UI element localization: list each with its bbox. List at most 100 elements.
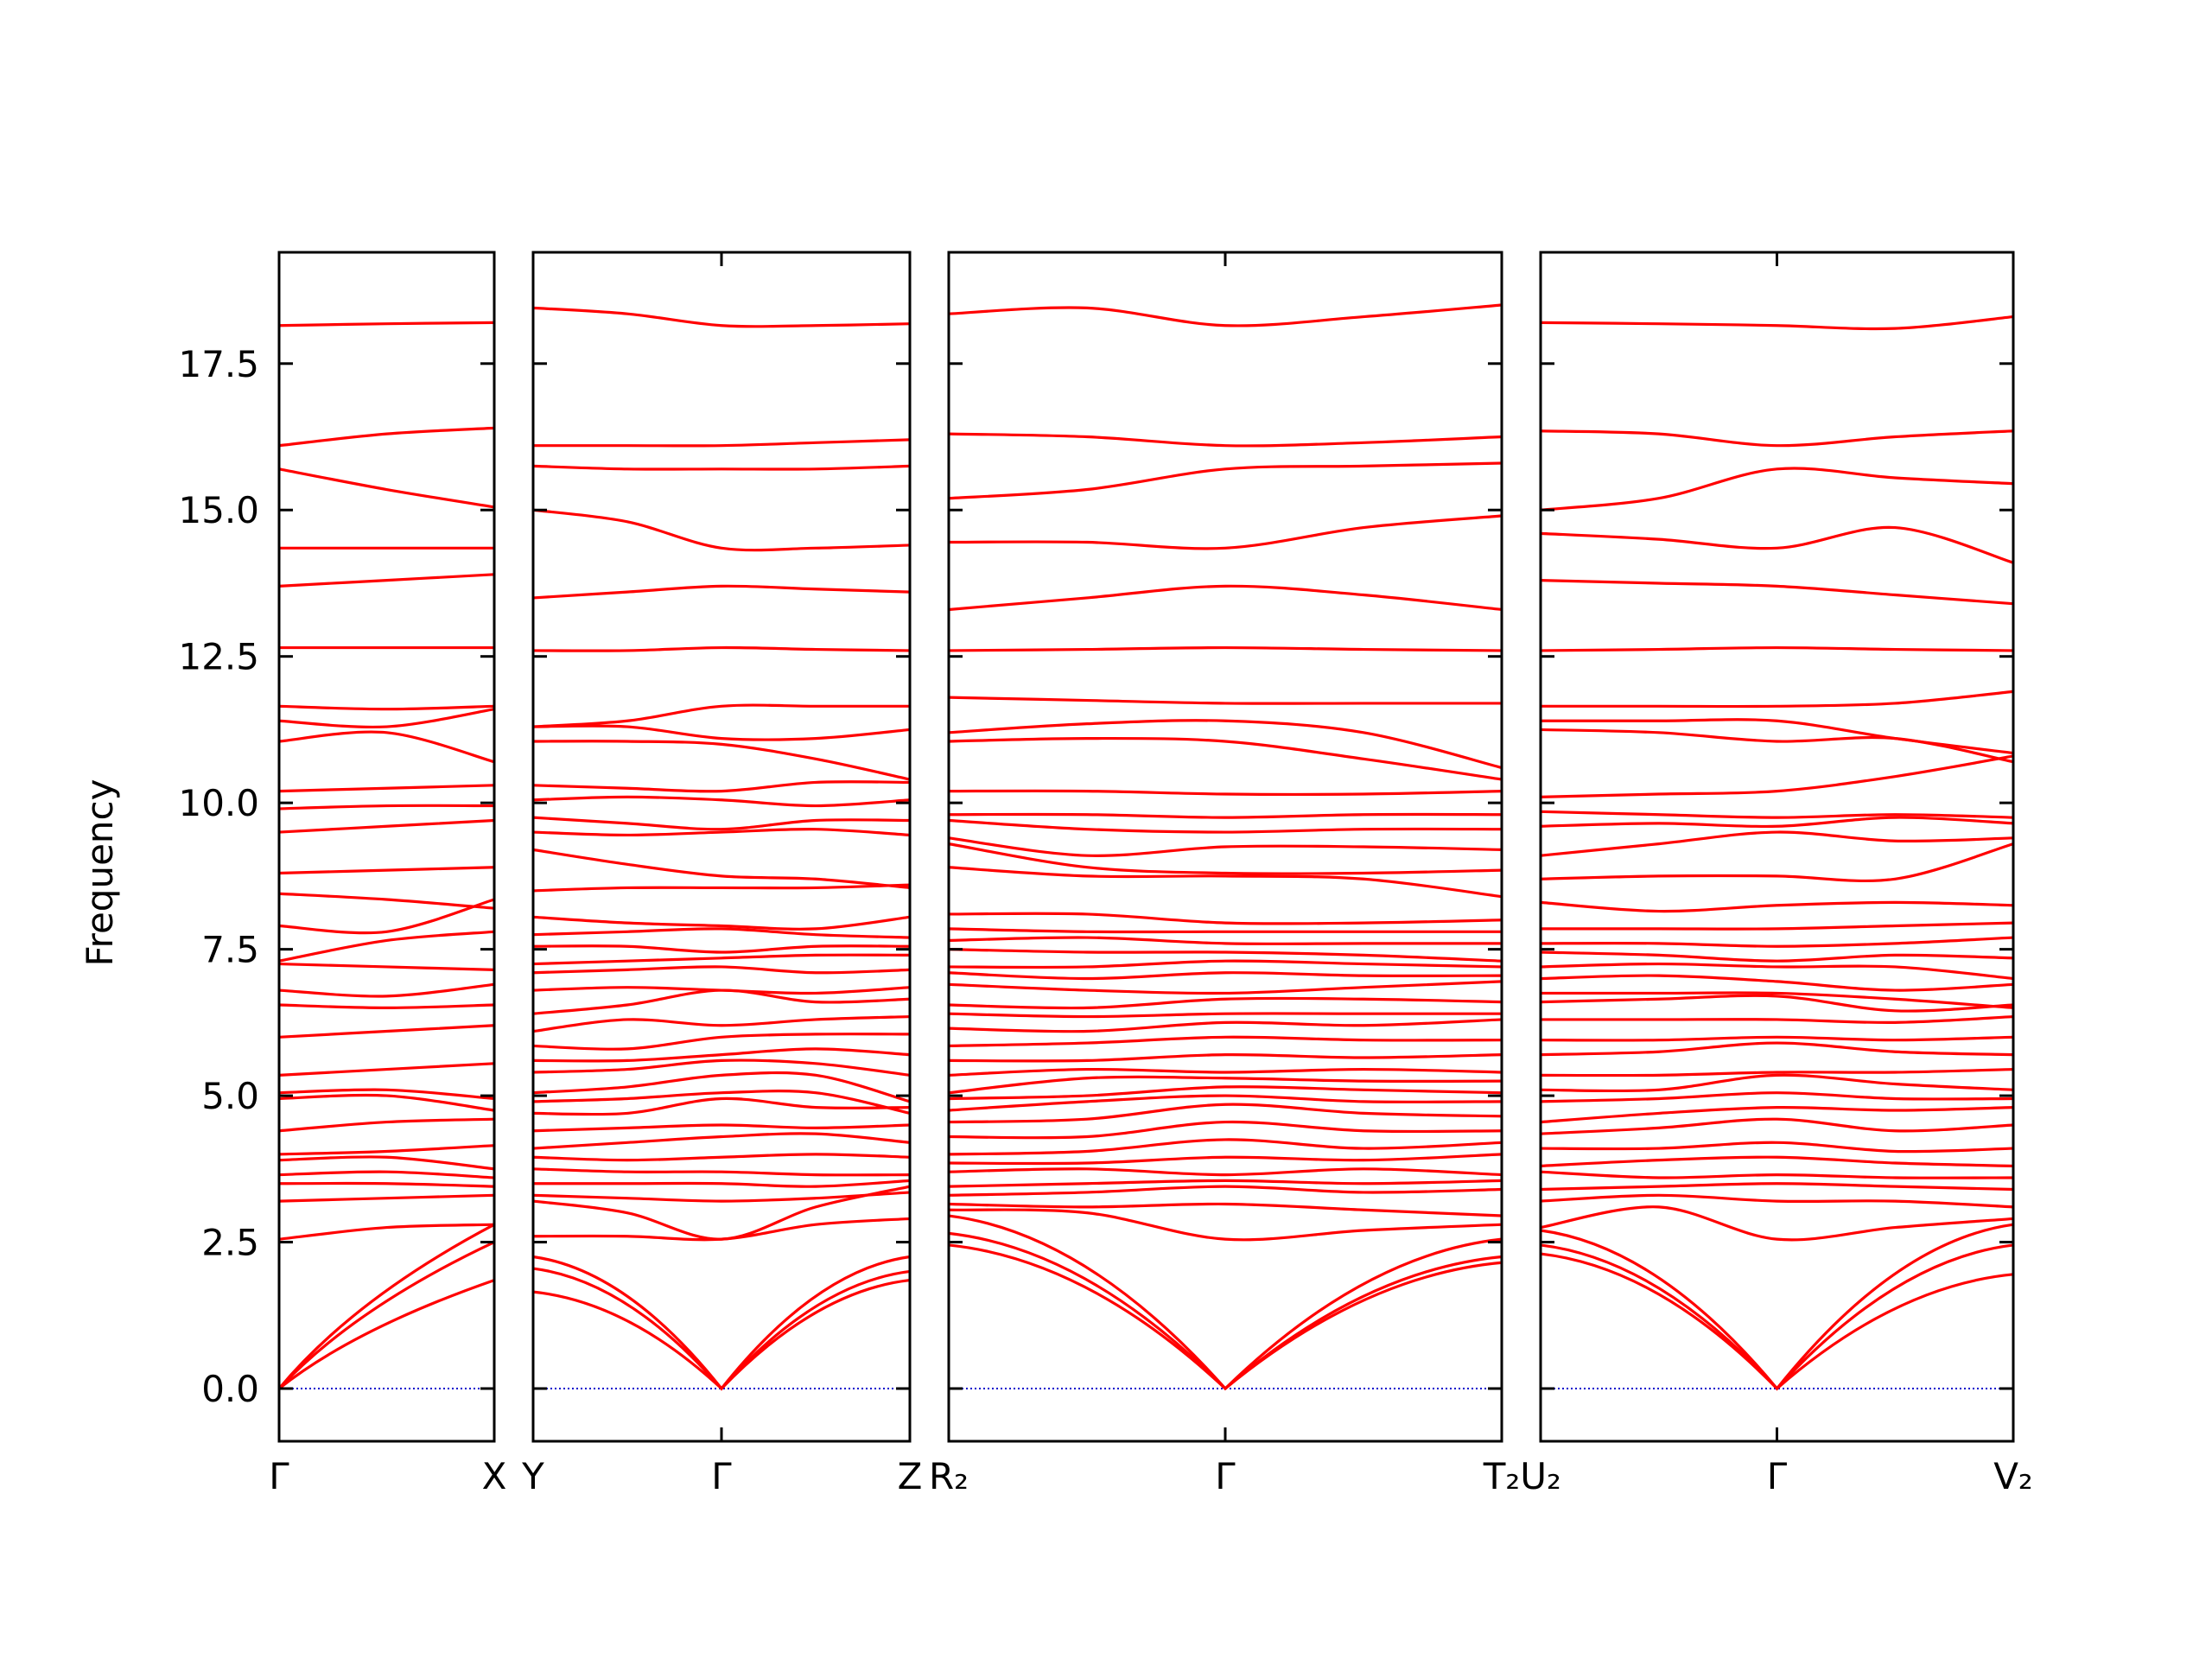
phonon-band <box>948 980 1503 995</box>
acoustic-branch <box>1540 1223 2014 1391</box>
acoustic-branch <box>532 1255 911 1391</box>
phonon-band <box>1540 1035 2014 1042</box>
phonon-band <box>948 936 1502 945</box>
phonon-band <box>948 719 1503 770</box>
phonon-band <box>532 883 911 893</box>
phonon-band <box>948 971 1503 981</box>
phonon-band <box>532 827 911 837</box>
x-tick-label: T₂ <box>1483 1455 1521 1497</box>
panels-layer: Γ X Y ZΓ R₂ T₂Γ U₂ V₂Γ <box>269 251 2033 1497</box>
phonon-band <box>948 996 1503 1010</box>
y-axis: 0.0 2.5 5.0 7.5 10.0 12.5 15.0 17.5 <box>178 343 259 1410</box>
phonon-band <box>1540 994 2014 1013</box>
x-tick-label: X <box>482 1455 507 1497</box>
phonon-band <box>948 1103 1503 1124</box>
acoustic-branch <box>278 1279 495 1390</box>
y-tick-label: 5.0 <box>201 1075 259 1117</box>
phonon-band <box>1540 962 2014 981</box>
phonon-band <box>1541 718 2014 755</box>
phonon-band <box>1540 525 2014 564</box>
phonon-band <box>278 708 495 729</box>
phonon-band <box>278 1155 495 1171</box>
phonon-band <box>948 866 1503 899</box>
phonon-band <box>1540 578 2014 606</box>
phonon-band <box>1540 842 2014 883</box>
phonon-band <box>948 812 1503 819</box>
phonon-band <box>1540 645 2014 652</box>
phonon-band <box>948 1052 1503 1063</box>
phonon-band <box>532 1071 911 1103</box>
phonon-band <box>1540 830 2014 857</box>
phonon-band <box>278 1062 495 1077</box>
phonon-band <box>278 804 495 810</box>
phonon-band <box>948 432 1503 448</box>
panel-frame <box>277 251 496 1443</box>
x-tick-label: Γ <box>1215 1455 1236 1497</box>
phonon-band <box>948 645 1503 652</box>
phonon-band <box>532 508 911 552</box>
phonon-band <box>948 948 1503 963</box>
x-tick-label: V₂ <box>1993 1455 2033 1497</box>
phonon-band <box>1540 315 2014 331</box>
phonon-band <box>532 953 911 966</box>
phonon-band <box>532 1179 911 1188</box>
phonon-band <box>1540 1091 2014 1103</box>
phonon-band <box>532 645 911 652</box>
panel-3: R₂ T₂ Γ <box>929 251 1521 1497</box>
phonon-band <box>278 982 495 998</box>
phonon-band <box>948 584 1503 612</box>
phonon-band <box>532 724 911 741</box>
phonon-band <box>278 321 495 327</box>
phonon-band <box>1540 1041 2014 1057</box>
phonon-band <box>948 842 1503 875</box>
phonon-band <box>278 1117 495 1133</box>
phonon-band <box>1540 816 2014 829</box>
phonon-band <box>948 1075 1503 1095</box>
y-tick-label: 17.5 <box>178 343 259 385</box>
phonon-band <box>532 1153 911 1162</box>
phonon-band <box>948 736 1503 781</box>
phonon-band <box>532 1167 911 1177</box>
phonon-band <box>1540 1117 2014 1135</box>
phonon-band <box>278 1181 495 1188</box>
phonon-band <box>532 1090 911 1115</box>
panel-4: U₂ V₂ Γ <box>1520 251 2033 1497</box>
phonon-band <box>278 1003 495 1010</box>
phonon-band <box>948 1012 1503 1019</box>
phonon-band <box>1540 1073 2014 1093</box>
phonon-band <box>1541 921 2014 931</box>
phonon-band <box>1540 1193 2014 1209</box>
x-tick-label: Z <box>898 1455 923 1497</box>
x-tick-label: R₂ <box>929 1455 969 1497</box>
phonon-band <box>532 1047 911 1063</box>
phonon-band <box>948 836 1503 857</box>
phonon-band <box>1540 810 2014 819</box>
phonon-band <box>532 816 911 831</box>
phonon-band <box>278 730 495 764</box>
phonon-band <box>948 1167 1503 1177</box>
phonon-band <box>278 784 495 793</box>
acoustic-branch <box>277 1241 495 1390</box>
phonon-band <box>948 1138 1503 1156</box>
phonon-band <box>532 740 911 781</box>
phonon-band <box>532 1058 911 1077</box>
phonon-band <box>278 1223 495 1241</box>
y-tick-label: 15.0 <box>178 489 259 531</box>
phonon-band <box>1540 950 2014 963</box>
phonon-band <box>532 1185 911 1241</box>
phonon-band <box>278 1193 495 1203</box>
phonon-band <box>532 464 911 471</box>
phonon-band <box>948 959 1503 969</box>
phonon-band <box>278 1024 495 1039</box>
phonon-band <box>278 1093 495 1112</box>
phonon-band <box>532 1132 911 1150</box>
phonon-band <box>532 848 911 890</box>
phonon-band <box>948 1208 1503 1242</box>
x-tick-label: Γ <box>1767 1455 1788 1497</box>
phonon-band <box>532 1096 911 1116</box>
phonon-band <box>948 927 1502 934</box>
phonon-band <box>532 1191 911 1203</box>
phonon-band <box>948 461 1503 500</box>
